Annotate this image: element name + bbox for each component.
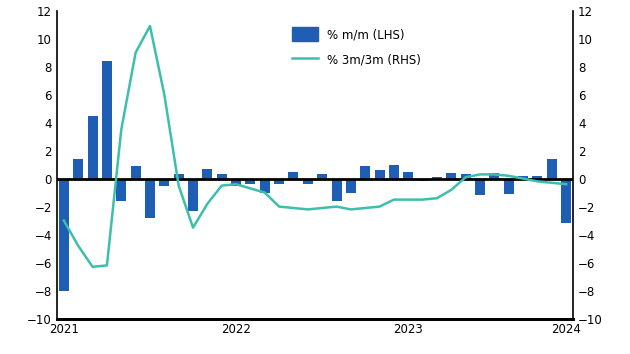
Bar <box>446 173 456 179</box>
Bar <box>88 116 98 179</box>
Bar <box>274 179 284 184</box>
Bar <box>188 179 198 211</box>
Bar <box>360 166 370 179</box>
Bar <box>303 179 313 184</box>
Bar <box>217 175 227 179</box>
Legend: % m/m (LHS), % 3m/3m (RHS): % m/m (LHS), % 3m/3m (RHS) <box>287 23 426 72</box>
Bar <box>145 179 155 218</box>
Bar <box>547 159 557 179</box>
Bar <box>331 179 341 201</box>
Bar <box>504 179 513 194</box>
Bar <box>475 179 485 195</box>
Bar <box>289 172 299 179</box>
Bar <box>532 176 542 179</box>
Bar <box>231 179 241 185</box>
Bar <box>202 169 212 179</box>
Bar <box>317 175 327 179</box>
Bar <box>59 179 69 291</box>
Bar <box>403 172 413 179</box>
Bar <box>117 179 126 201</box>
Bar <box>260 179 270 193</box>
Bar <box>518 176 528 179</box>
Bar <box>432 177 442 179</box>
Bar <box>174 175 184 179</box>
Bar <box>246 179 255 184</box>
Bar <box>102 61 112 179</box>
Bar <box>159 179 169 185</box>
Bar <box>375 170 384 179</box>
Bar <box>461 175 471 179</box>
Bar <box>73 159 83 179</box>
Bar <box>130 166 140 179</box>
Bar <box>346 179 356 193</box>
Bar <box>490 173 500 179</box>
Bar <box>389 165 399 179</box>
Bar <box>561 179 571 223</box>
Bar <box>418 179 428 181</box>
